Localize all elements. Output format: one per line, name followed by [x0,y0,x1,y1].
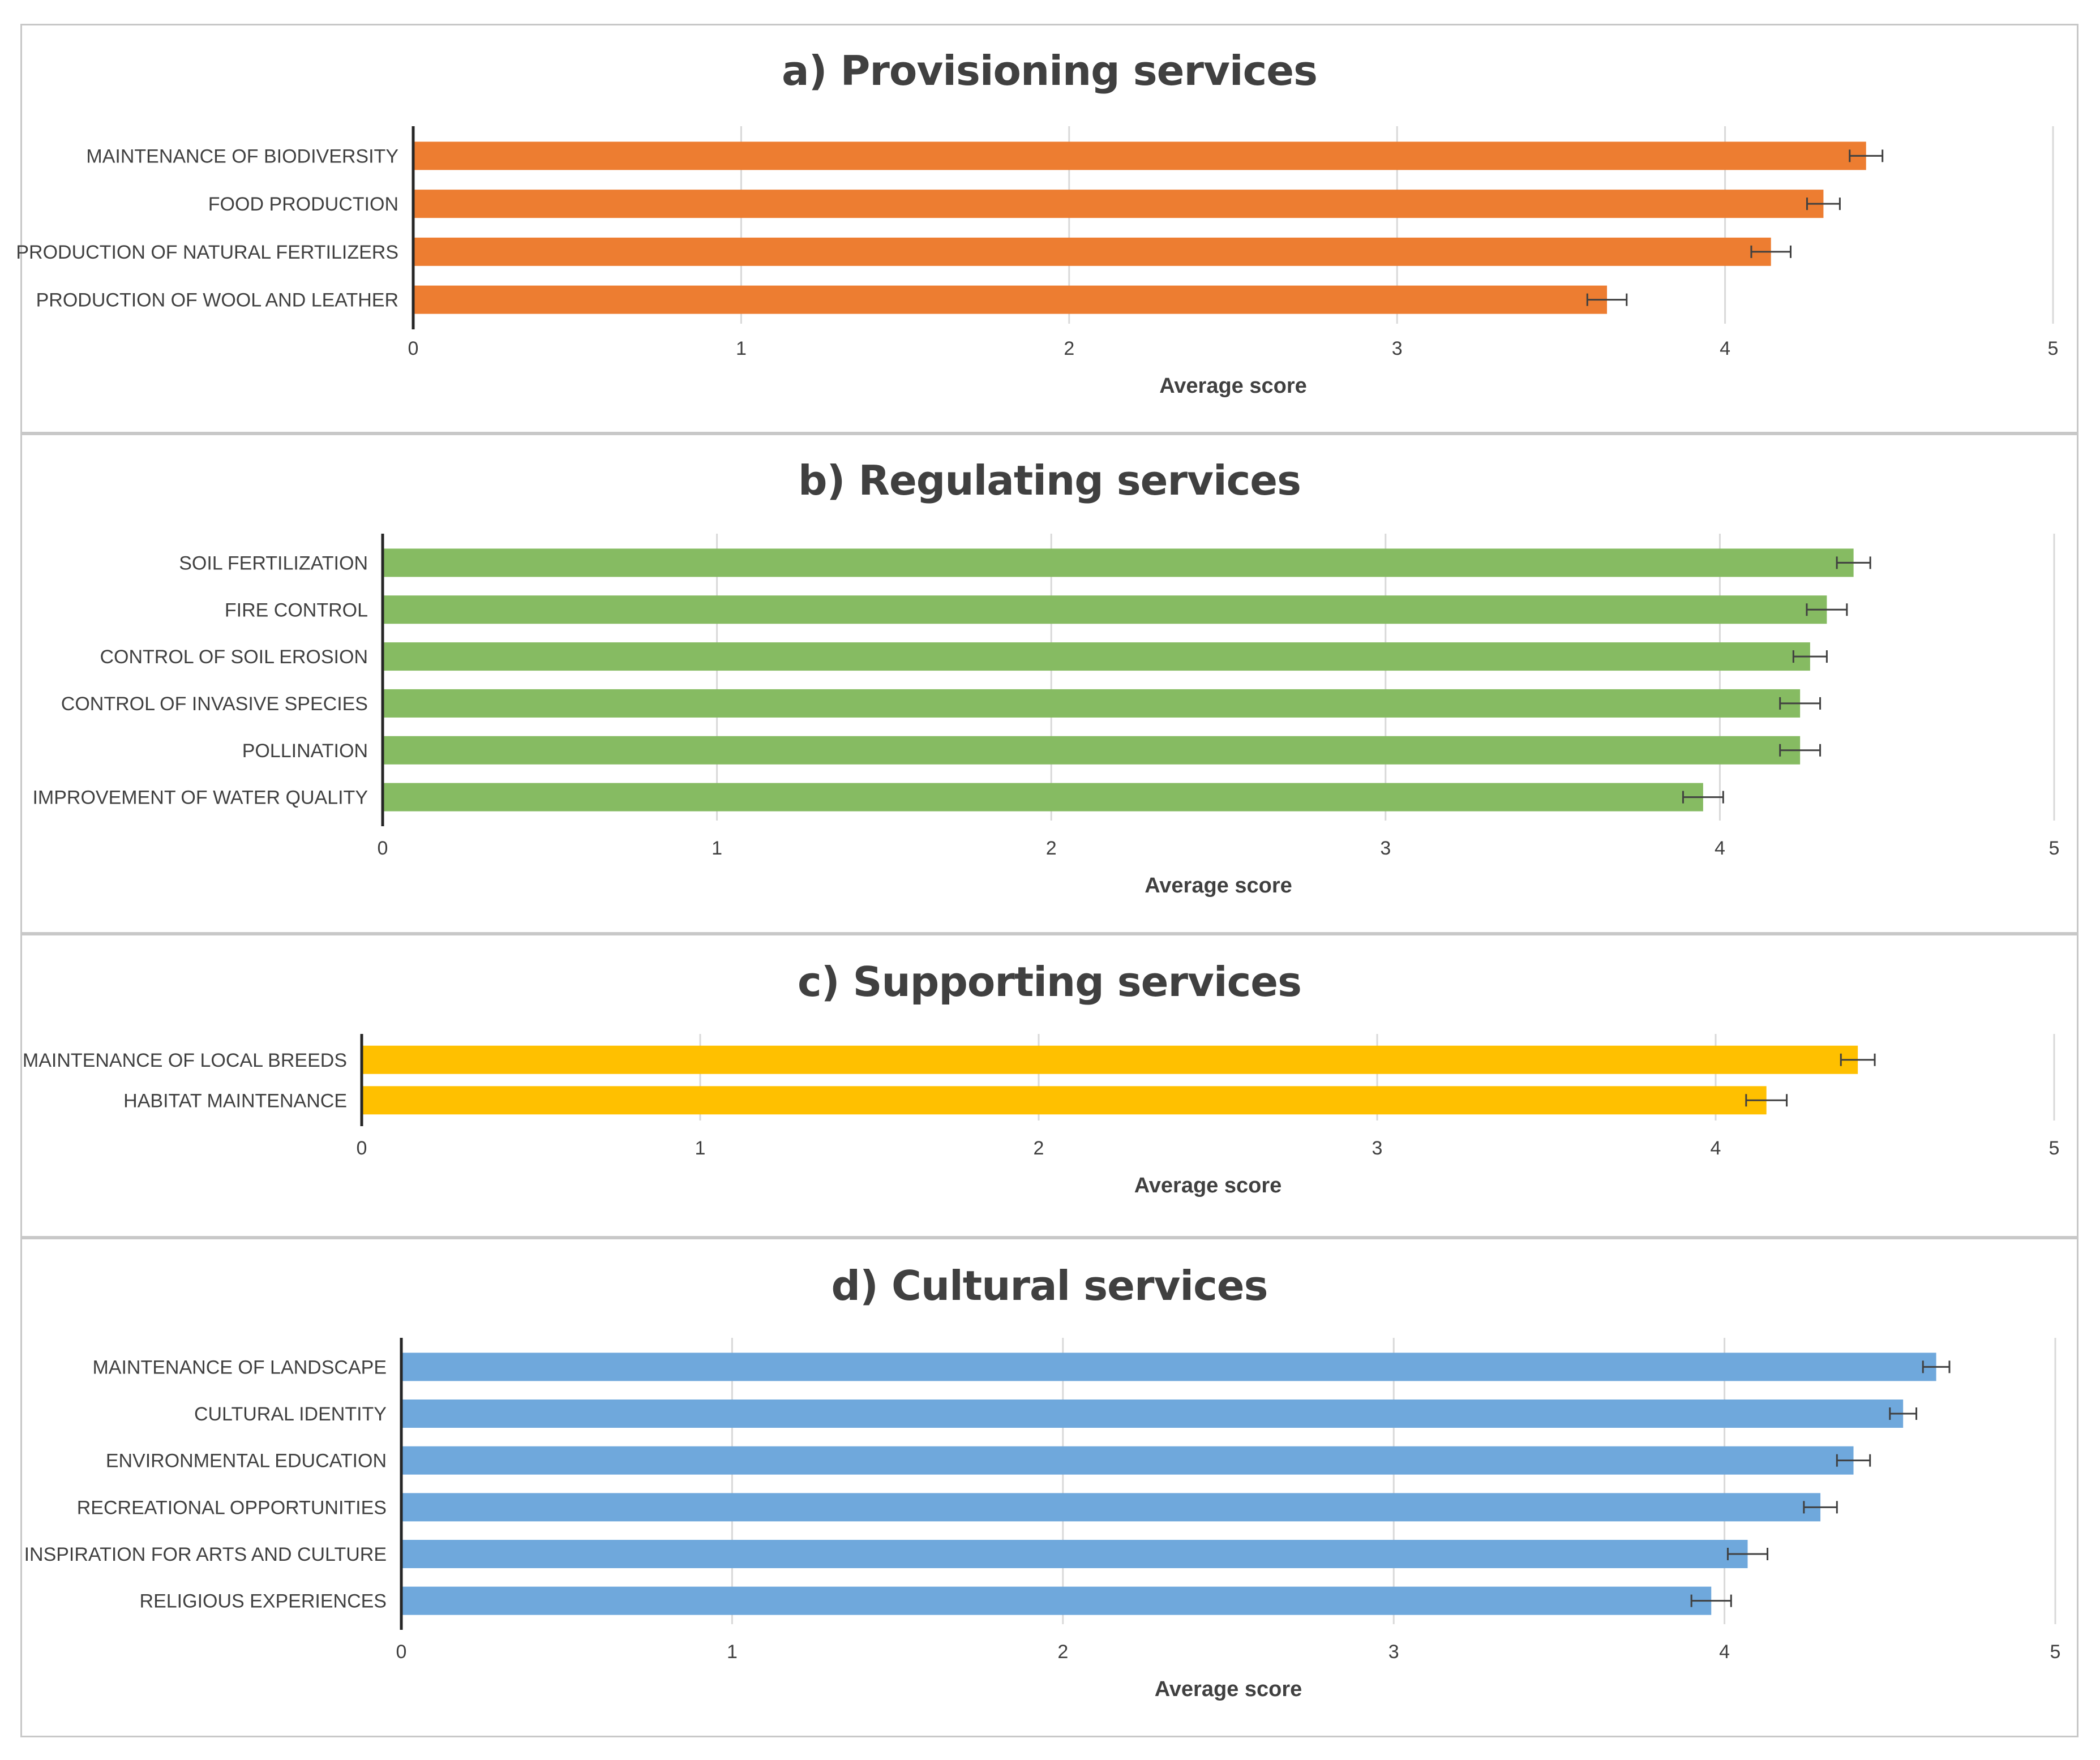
x-tick-label: 2 [1057,1641,1068,1663]
category-label: ENVIRONMENTAL EDUCATION [106,1450,387,1472]
category-label: CULTURAL IDENTITY [194,1403,387,1425]
error-bar [1922,1360,1951,1373]
error-bar [1745,1094,1788,1107]
x-tick-label: 3 [1388,1641,1399,1663]
category-label: MAINTENANCE OF LOCAL BREEDS [23,1050,347,1071]
bar [383,642,1810,671]
category-label: IMPROVEMENT OF WATER QUALITY [32,787,368,809]
x-tick-label: 4 [1720,338,1730,359]
x-axis-title: Average score [1155,1677,1302,1701]
category-label: POLLINATION [242,740,368,762]
error-bar [1750,245,1792,258]
x-tick-label: 0 [357,1137,367,1159]
chart-provisioning: MAINTENANCE OF BIODIVERSITY FOOD PRODUCTI… [16,126,2059,398]
x-tick-label: 3 [1380,838,1391,859]
bar [383,736,1801,765]
category-label: FIRE CONTROL [225,599,368,621]
x-tick-label: 2 [1034,1137,1044,1159]
category-label: FOOD PRODUCTION [208,194,398,215]
bar [401,1400,1904,1428]
bar [383,548,1854,577]
x-axis-title: Average score [1159,374,1307,398]
chart-cultural: MAINTENANCE OF LANDSCAPE CULTURAL IDENTIT… [24,1338,2061,1701]
x-tick-label: 5 [2048,338,2059,359]
bar [362,1045,1858,1074]
error-bar [1682,791,1724,804]
category-label: MAINTENANCE OF BIODIVERSITY [86,145,398,167]
category-label: CONTROL OF INVASIVE SPECIES [61,693,368,715]
bar [413,190,1824,218]
bar [413,237,1771,266]
error-bar [1836,1454,1871,1467]
error-bar [1803,1501,1838,1514]
category-label: INSPIRATION FOR ARTS AND CULTURE [24,1544,387,1565]
bar [362,1086,1767,1115]
chart-regulating: SOIL FERTILIZATION FIRE CONTROL CONTROL OF… [32,534,2060,898]
x-tick-label: 5 [2049,1137,2060,1159]
bar [401,1493,1821,1522]
error-bar [1849,149,1884,162]
panel-regulating: b) Regulating services SOIL FERTILIZATIO… [20,433,2078,934]
error-bar [1806,198,1841,211]
x-tick-label: 1 [727,1641,738,1663]
bar [401,1446,1854,1475]
category-label: PRODUCTION OF NATURAL FERTILIZERS [16,242,398,263]
error-bar [1840,1053,1876,1066]
panel-supporting: c) Supporting services MAINTENANCE OF LO… [20,934,2078,1238]
chart-title: b) Regulating services [798,457,1301,504]
bar [383,595,1827,624]
chart-title: a) Provisioning services [782,47,1318,95]
x-tick-label: 4 [1719,1641,1730,1663]
error-bar [1806,603,1848,616]
x-axis-title: Average score [1134,1174,1282,1197]
chart-supporting: MAINTENANCE OF LOCAL BREEDS HABITAT MAINT… [23,1034,2060,1197]
x-tick-label: 1 [736,338,747,359]
x-tick-label: 3 [1392,338,1403,359]
bar [401,1353,1936,1381]
x-tick-label: 2 [1064,338,1074,359]
error-bar [1792,650,1828,663]
chart-title: c) Supporting services [798,958,1302,1006]
bar [383,689,1801,718]
error-bar [1836,556,1871,569]
panel-provisioning: a) Provisioning services MAINTENANCE OF … [16,24,2078,433]
bar [383,783,1703,812]
x-tick-label: 4 [1715,838,1725,859]
x-tick-label: 3 [1372,1137,1383,1159]
error-bar [1779,697,1822,710]
chart-title: d) Cultural services [831,1262,1268,1310]
x-tick-label: 4 [1711,1137,1721,1159]
x-tick-label: 1 [695,1137,706,1159]
error-bar [1586,293,1628,306]
error-bar [1779,744,1822,757]
error-bar [1690,1594,1732,1607]
category-label: MAINTENANCE OF LANDSCAPE [92,1357,387,1378]
x-tick-label: 5 [2050,1641,2061,1663]
x-tick-label: 1 [712,838,722,859]
bar [401,1586,1712,1615]
bar [401,1540,1748,1568]
category-label: RECREATIONAL OPPORTUNITIES [77,1497,387,1518]
category-label: HABITAT MAINTENANCE [123,1090,347,1111]
bar [413,285,1608,314]
bar [413,141,1866,170]
category-label: PRODUCTION OF WOOL AND LEATHER [36,290,398,311]
error-bar [1889,1407,1918,1420]
category-label: RELIGIOUS EXPERIENCES [140,1591,387,1612]
panel-cultural: d) Cultural services MAINTENANCE OF LAND… [20,1238,2078,1737]
x-tick-label: 0 [396,1641,407,1663]
x-tick-label: 2 [1046,838,1057,859]
x-tick-label: 5 [2049,838,2060,859]
x-tick-label: 0 [408,338,419,359]
x-tick-label: 0 [378,838,388,859]
error-bar [1726,1548,1769,1560]
x-axis-title: Average score [1145,874,1292,898]
category-label: SOIL FERTILIZATION [179,552,368,574]
category-label: CONTROL OF SOIL EROSION [100,646,368,668]
